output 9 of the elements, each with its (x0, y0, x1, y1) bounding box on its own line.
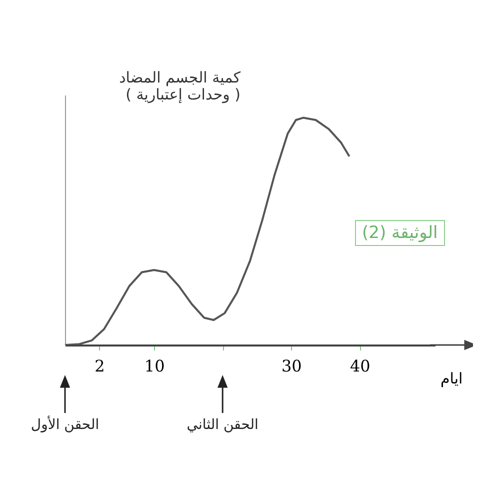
x-tick-label: 10 (144, 356, 165, 376)
text: الحقن الثاني (186, 417, 258, 433)
x-axis-title: ايام (440, 370, 463, 388)
x-tick-label: 30 (281, 356, 302, 376)
x-tick-label: 2 (94, 356, 105, 376)
annotation: الوثيقة (2) (355, 220, 445, 246)
x-tick-label: 40 (350, 356, 370, 376)
text: الحقن الأول (30, 415, 100, 433)
y-axis-title: كمية الجسم المضاد ( وحدات إعتبارية ) (119, 68, 242, 104)
